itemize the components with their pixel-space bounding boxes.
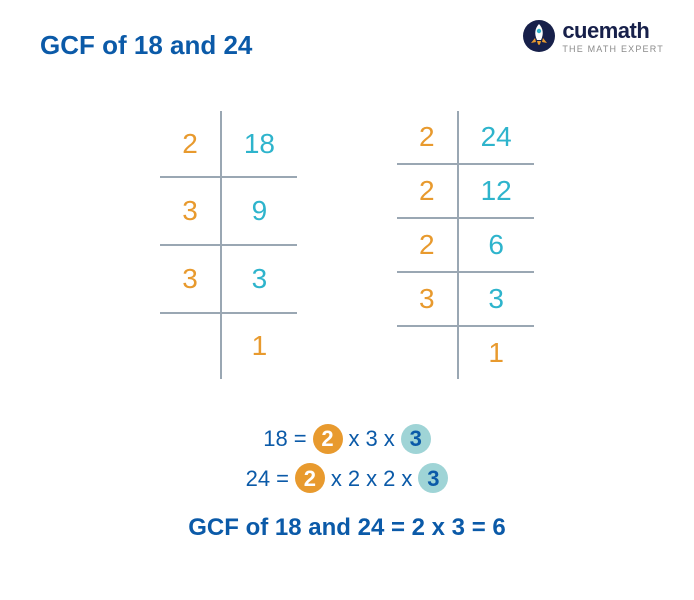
eq-number: 24 (246, 459, 270, 499)
eq-number: 18 (263, 419, 287, 459)
divisor-cell: 3 (160, 177, 221, 245)
divisor-cell (397, 326, 458, 379)
gcf-result: GCF of 18 and 24 = 2 x 3 = 6 (40, 506, 654, 549)
eq-times: x (366, 459, 377, 499)
common-factor-circle: 2 (295, 463, 325, 493)
eq-equals: = (276, 459, 289, 499)
eq-equals: = (294, 419, 307, 459)
value-cell: 18 (221, 111, 297, 177)
eq-factor: 2 (383, 459, 395, 499)
divisor-cell: 3 (160, 245, 221, 313)
value-cell: 3 (221, 245, 297, 313)
logo-tagline: THE MATH EXPERT (562, 44, 664, 54)
factorization-tables: 2 18 3 9 3 3 1 2 24 2 12 2 6 3 3 (40, 111, 654, 379)
value-cell: 9 (221, 177, 297, 245)
value-cell: 12 (458, 164, 534, 218)
value-cell: 1 (221, 313, 297, 379)
value-cell: 3 (458, 272, 534, 326)
factor-table-24: 2 24 2 12 2 6 3 3 1 (397, 111, 534, 379)
equation-24: 24 = 2 x 2 x 2 x 3 (40, 459, 654, 499)
title-text: GCF of 18 and 24 (40, 30, 252, 60)
divisor-cell: 2 (397, 164, 458, 218)
divisor-cell: 3 (397, 272, 458, 326)
logo-brand: cuemath (562, 18, 664, 44)
equation-18: 18 = 2 x 3 x 3 (40, 419, 654, 459)
common-factor-circle: 3 (401, 424, 431, 454)
eq-times: x (384, 419, 395, 459)
eq-times: x (331, 459, 342, 499)
eq-factor: 2 (348, 459, 360, 499)
value-cell: 1 (458, 326, 534, 379)
rocket-icon (522, 19, 556, 53)
divisor-cell: 2 (397, 111, 458, 164)
divisor-cell (160, 313, 221, 379)
common-factor-circle: 2 (313, 424, 343, 454)
equations-block: 18 = 2 x 3 x 3 24 = 2 x 2 x 2 x 3 GCF of… (40, 419, 654, 549)
eq-times: x (401, 459, 412, 499)
brand-logo: cuemath THE MATH EXPERT (522, 18, 664, 54)
eq-factor: 3 (366, 419, 378, 459)
eq-times: x (349, 419, 360, 459)
factor-table-18: 2 18 3 9 3 3 1 (160, 111, 297, 379)
common-factor-circle: 3 (418, 463, 448, 493)
value-cell: 6 (458, 218, 534, 272)
divisor-cell: 2 (160, 111, 221, 177)
value-cell: 24 (458, 111, 534, 164)
divisor-cell: 2 (397, 218, 458, 272)
